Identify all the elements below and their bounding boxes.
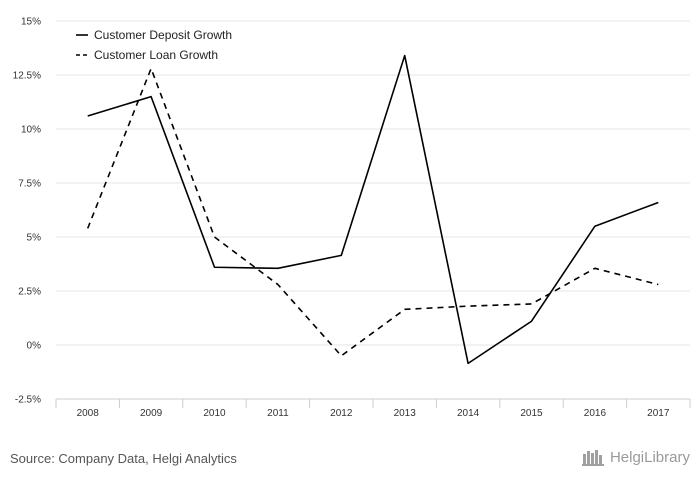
- y-tick-label: 2.5%: [18, 287, 41, 298]
- series-lines: [86, 54, 659, 365]
- legend-label: Customer Deposit Growth: [94, 28, 232, 42]
- y-tick-label: -2.5%: [15, 395, 41, 406]
- x-tick-label: 2014: [457, 408, 480, 419]
- y-tick-label: 7.5%: [18, 179, 41, 190]
- x-tick-label: 2016: [584, 408, 607, 419]
- y-tick-label: 12.5%: [13, 71, 41, 82]
- x-tick-label: 2015: [520, 408, 543, 419]
- y-tick-label: 10%: [21, 125, 41, 136]
- library-books-icon: [581, 450, 604, 466]
- x-tick-label: 2008: [77, 408, 100, 419]
- line-chart: -2.5% 0% 2.5% 5% 7.5% 10% 12.5% 15% 2008 2009 201…: [13, 17, 691, 419]
- legend: Customer Deposit Growth Customer Loan Gro…: [76, 28, 232, 62]
- x-tick-label: 2011: [267, 408, 289, 419]
- x-tick-label: 2012: [330, 408, 353, 419]
- y-tick-label: 0%: [27, 341, 42, 352]
- x-tick-label: 2013: [394, 408, 417, 419]
- y-tick-label: 5%: [27, 233, 42, 244]
- y-tick-label: 15%: [21, 17, 41, 28]
- legend-label: Customer Loan Growth: [94, 48, 218, 62]
- y-axis: -2.5% 0% 2.5% 5% 7.5% 10% 12.5% 15%: [13, 17, 41, 406]
- x-tick-label: 2017: [647, 408, 670, 419]
- footer: Source: Company Data, Helgi Analytics He…: [0, 440, 700, 483]
- source-text: Source: Company Data, Helgi Analytics: [10, 451, 237, 466]
- series-line-deposit: [87, 54, 659, 365]
- series-line-loan: [86, 67, 659, 357]
- x-tick-label: 2009: [140, 408, 163, 419]
- brand-logo: HelgiLibrary: [581, 448, 690, 466]
- x-tick-label: 2010: [203, 408, 226, 419]
- grid-lines: [56, 20, 690, 346]
- x-axis: 2008 2009 2010 2011 2012 2013 2014 2015 2016 2017: [55, 398, 691, 419]
- brand-name: HelgiLibrary: [609, 448, 690, 466]
